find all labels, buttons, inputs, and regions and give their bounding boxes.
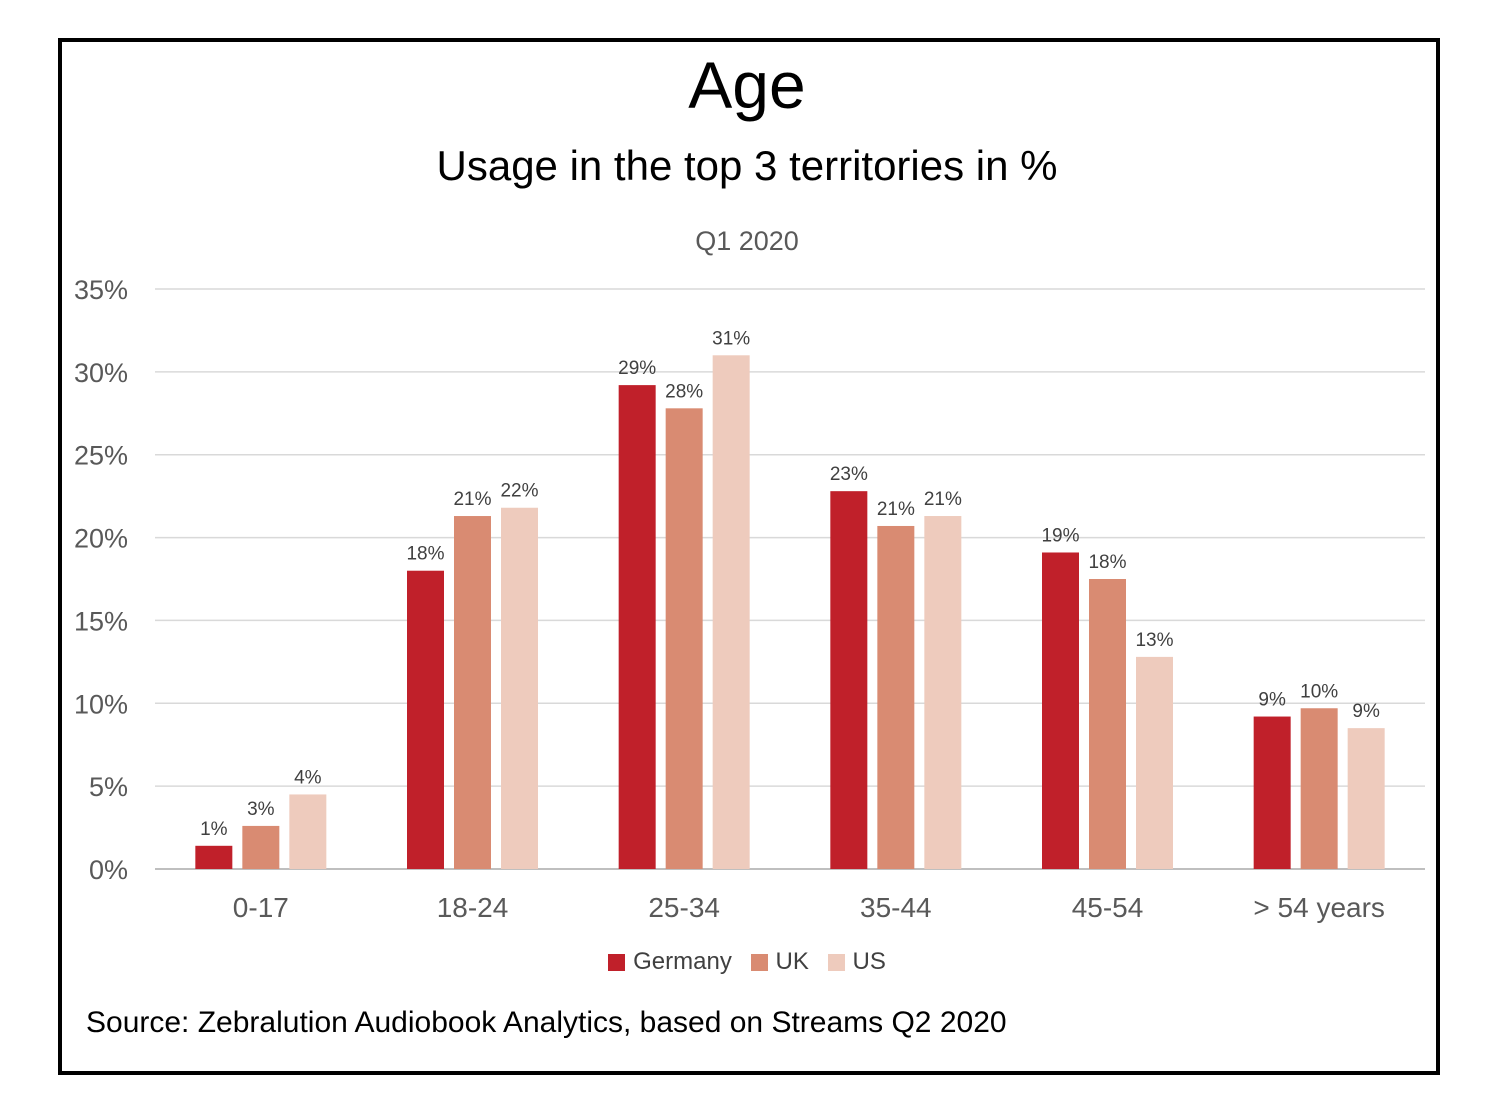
data-label: 18% bbox=[1088, 552, 1126, 573]
data-label: 29% bbox=[618, 358, 656, 379]
data-label: 28% bbox=[665, 381, 703, 402]
bar-us bbox=[289, 794, 327, 869]
legend: Germany UK US bbox=[0, 948, 1494, 978]
data-label: 19% bbox=[1041, 525, 1079, 546]
legend-swatch-uk bbox=[750, 953, 768, 971]
source-note: Source: Zebralution Audiobook Analytics,… bbox=[86, 1006, 1007, 1039]
x-tick-label: 45-54 bbox=[1072, 892, 1144, 923]
bar-us bbox=[1136, 656, 1173, 869]
bar-us bbox=[924, 516, 962, 869]
legend-label-uk: UK bbox=[775, 948, 809, 975]
y-tick-label: 30% bbox=[74, 358, 128, 388]
bar-germany bbox=[407, 570, 444, 869]
bar-germany bbox=[1253, 716, 1291, 869]
bar-uk bbox=[877, 525, 915, 869]
data-label: 23% bbox=[830, 464, 868, 485]
legend-item-uk: UK bbox=[750, 948, 809, 976]
y-tick-label: 20% bbox=[74, 524, 128, 554]
y-tick-label: 5% bbox=[89, 772, 128, 802]
data-label: 21% bbox=[877, 499, 915, 520]
data-label: 21% bbox=[924, 489, 962, 510]
x-tick-label: 35-44 bbox=[860, 892, 932, 923]
bar-us bbox=[712, 355, 750, 869]
bar-germany bbox=[195, 845, 233, 869]
chart-period: Q1 2020 bbox=[695, 226, 799, 256]
legend-item-us: US bbox=[827, 948, 886, 976]
bar-uk bbox=[454, 516, 491, 869]
bar-uk bbox=[1089, 579, 1126, 869]
data-label: 18% bbox=[406, 544, 444, 565]
data-label: 13% bbox=[1135, 630, 1173, 651]
chart-subtitle: Usage in the top 3 territories in % bbox=[436, 142, 1058, 189]
x-tick-label: 0-17 bbox=[233, 892, 289, 923]
x-tick-label: 25-34 bbox=[648, 892, 720, 923]
legend-item-germany: Germany bbox=[608, 948, 732, 976]
data-label: 22% bbox=[500, 481, 538, 502]
chart-title: Age bbox=[688, 48, 806, 122]
bar-uk bbox=[242, 825, 280, 869]
data-label: 9% bbox=[1352, 701, 1380, 722]
bar-germany bbox=[618, 385, 656, 869]
bar-us bbox=[501, 507, 538, 869]
data-label: 1% bbox=[200, 819, 228, 840]
bar-uk bbox=[665, 408, 703, 869]
bar-germany bbox=[1042, 552, 1079, 869]
y-tick-label: 15% bbox=[74, 606, 128, 636]
y-tick-label: 0% bbox=[89, 855, 128, 885]
bar-us bbox=[1347, 728, 1385, 869]
legend-label-germany: Germany bbox=[633, 948, 732, 975]
legend-swatch-germany bbox=[608, 953, 626, 971]
y-tick-label: 10% bbox=[74, 689, 128, 719]
data-label: 21% bbox=[453, 489, 491, 510]
bar-uk bbox=[1300, 708, 1338, 869]
data-label: 3% bbox=[247, 799, 275, 820]
legend-label-us: US bbox=[852, 948, 886, 975]
y-tick-label: 35% bbox=[74, 275, 128, 305]
data-label: 31% bbox=[712, 328, 750, 349]
y-tick-label: 25% bbox=[74, 441, 128, 471]
bar-germany bbox=[830, 491, 868, 869]
data-label: 10% bbox=[1300, 681, 1338, 702]
legend-swatch-us bbox=[827, 953, 845, 971]
data-label: 4% bbox=[294, 767, 322, 788]
x-tick-label: > 54 years bbox=[1253, 892, 1385, 923]
x-tick-label: 18-24 bbox=[437, 892, 509, 923]
data-label: 9% bbox=[1258, 690, 1286, 711]
